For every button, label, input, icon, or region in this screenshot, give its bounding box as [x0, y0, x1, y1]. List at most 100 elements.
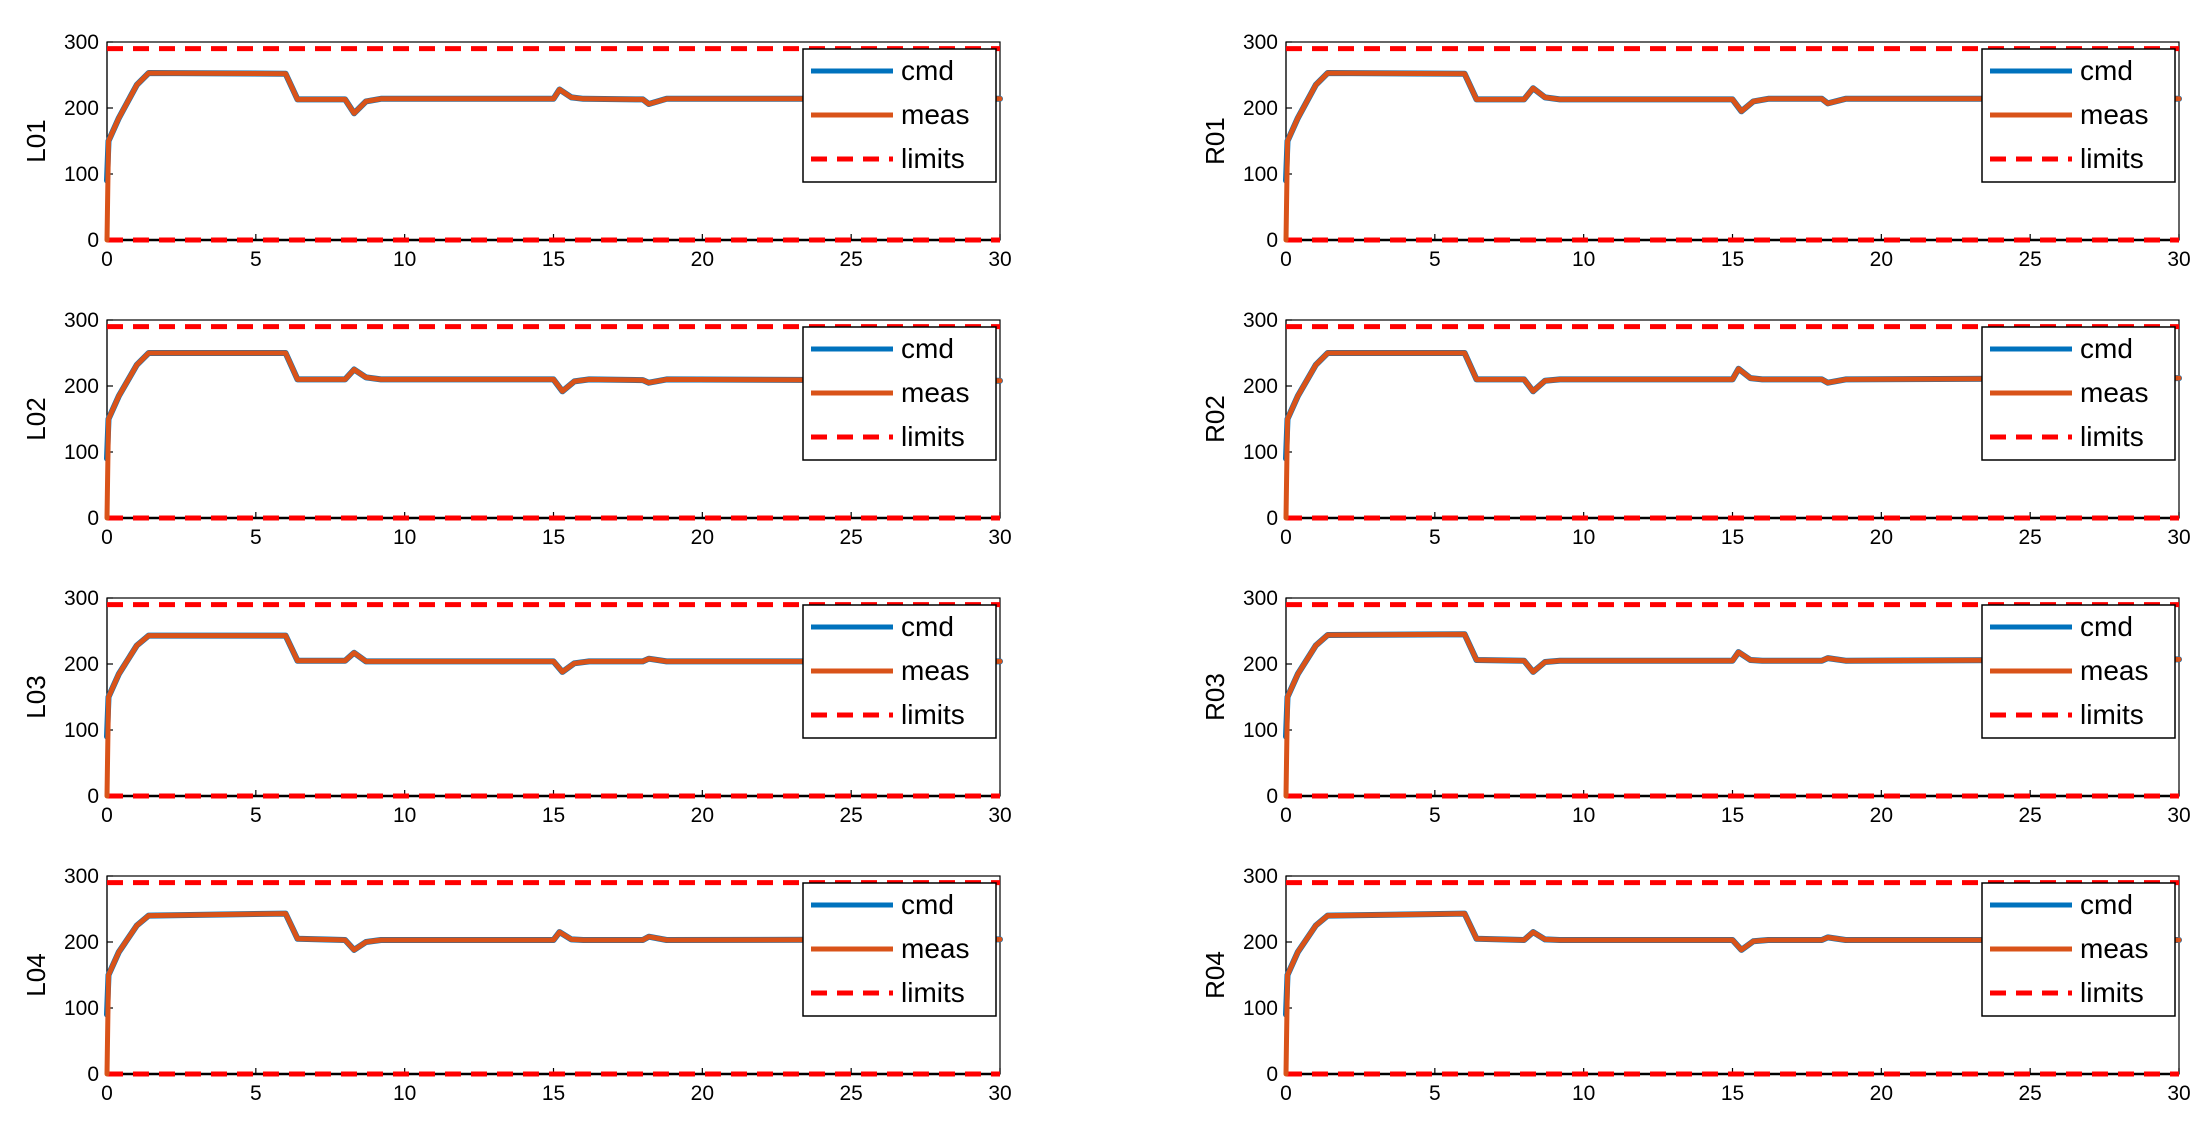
legend: cmd meas limits	[1981, 882, 2176, 1017]
x-tick-label: 5	[250, 526, 262, 549]
y-tick-label: 100	[64, 163, 99, 186]
y-axis-label: R01	[1200, 117, 1230, 165]
x-tick-label: 25	[2018, 248, 2041, 271]
x-tick-label: 15	[1721, 1082, 1744, 1105]
x-tick-label: 15	[542, 804, 565, 827]
y-axis-label: R04	[1200, 951, 1230, 999]
x-tick-label: 0	[1280, 804, 1292, 827]
x-tick-label: 0	[1280, 248, 1292, 271]
x-tick-label: 20	[1870, 1082, 1893, 1105]
legend-label-limits: limits	[2080, 977, 2144, 1008]
x-tick-label: 20	[691, 248, 714, 271]
x-tick-label: 20	[1870, 804, 1893, 827]
y-tick-label: 300	[1243, 865, 1278, 888]
x-tick-label: 15	[542, 1082, 565, 1105]
y-tick-label: 0	[1266, 507, 1278, 530]
legend-label-meas: meas	[2080, 99, 2148, 130]
x-tick-label: 0	[101, 248, 113, 271]
y-tick-label: 0	[87, 785, 99, 808]
x-tick-label: 10	[1572, 526, 1595, 549]
x-tick-label: 0	[101, 804, 113, 827]
legend-label-cmd: cmd	[2080, 889, 2133, 920]
x-tick-label: 5	[1429, 804, 1441, 827]
x-tick-label: 0	[1280, 526, 1292, 549]
legend-label-limits: limits	[2080, 421, 2144, 452]
y-tick-label: 300	[1243, 31, 1278, 54]
y-tick-label: 200	[1243, 97, 1278, 120]
y-tick-label: 0	[87, 1063, 99, 1086]
y-tick-label: 100	[1243, 997, 1278, 1020]
legend-label-cmd: cmd	[901, 889, 954, 920]
y-tick-label: 200	[1243, 653, 1278, 676]
x-tick-label: 5	[1429, 1082, 1441, 1105]
y-tick-label: 300	[64, 587, 99, 610]
y-tick-label: 100	[64, 997, 99, 1020]
x-tick-label: 30	[988, 1082, 1011, 1105]
x-tick-label: 15	[542, 526, 565, 549]
x-tick-label: 25	[839, 804, 862, 827]
legend-label-cmd: cmd	[901, 333, 954, 364]
y-axis-label: R02	[1200, 395, 1230, 443]
series-line-meas	[1283, 911, 2182, 1077]
y-axis-label: L02	[21, 397, 51, 440]
y-tick-label: 300	[64, 309, 99, 332]
y-tick-label: 0	[87, 507, 99, 530]
y-tick-label: 0	[87, 229, 99, 252]
x-tick-label: 10	[1572, 804, 1595, 827]
legend: cmd meas limits	[802, 326, 997, 461]
x-tick-label: 25	[2018, 804, 2041, 827]
x-tick-label: 15	[1721, 526, 1744, 549]
y-tick-label: 300	[64, 865, 99, 888]
legend-label-limits: limits	[901, 699, 965, 730]
legend-label-meas: meas	[901, 377, 969, 408]
x-tick-label: 10	[1572, 1082, 1595, 1105]
legend-label-meas: meas	[2080, 655, 2148, 686]
x-tick-label: 10	[393, 804, 416, 827]
series-line-meas	[104, 633, 1003, 799]
y-axis-label: L03	[21, 675, 51, 718]
x-tick-label: 30	[2167, 804, 2190, 827]
legend: cmd meas limits	[802, 882, 997, 1017]
y-axis-label: R03	[1200, 673, 1230, 721]
x-tick-label: 30	[988, 804, 1011, 827]
y-tick-label: 200	[1243, 931, 1278, 954]
x-tick-label: 30	[988, 248, 1011, 271]
y-tick-label: 200	[64, 931, 99, 954]
legend-label-meas: meas	[901, 933, 969, 964]
legend: cmd meas limits	[802, 604, 997, 739]
legend-label-limits: limits	[901, 143, 965, 174]
legend-label-limits: limits	[901, 421, 965, 452]
x-tick-label: 30	[988, 526, 1011, 549]
x-tick-label: 25	[839, 1082, 862, 1105]
y-tick-label: 100	[64, 441, 99, 464]
legend-label-cmd: cmd	[2080, 55, 2133, 86]
series-line-meas	[104, 350, 1003, 521]
legend: cmd meas limits	[802, 48, 997, 183]
x-tick-label: 0	[101, 1082, 113, 1105]
x-tick-label: 5	[1429, 526, 1441, 549]
x-tick-label: 10	[393, 248, 416, 271]
x-tick-label: 20	[691, 804, 714, 827]
legend-label-limits: limits	[2080, 143, 2144, 174]
x-tick-label: 0	[1280, 1082, 1292, 1105]
legend-label-meas: meas	[901, 99, 969, 130]
x-tick-label: 25	[839, 526, 862, 549]
y-tick-label: 300	[64, 31, 99, 54]
legend-label-cmd: cmd	[2080, 333, 2133, 364]
x-tick-label: 25	[2018, 526, 2041, 549]
y-axis-label: L04	[21, 953, 51, 996]
x-tick-label: 20	[1870, 526, 1893, 549]
y-tick-label: 100	[1243, 441, 1278, 464]
x-tick-label: 5	[250, 1082, 262, 1105]
x-tick-label: 25	[2018, 1082, 2041, 1105]
x-tick-label: 5	[1429, 248, 1441, 271]
x-tick-label: 30	[2167, 526, 2190, 549]
